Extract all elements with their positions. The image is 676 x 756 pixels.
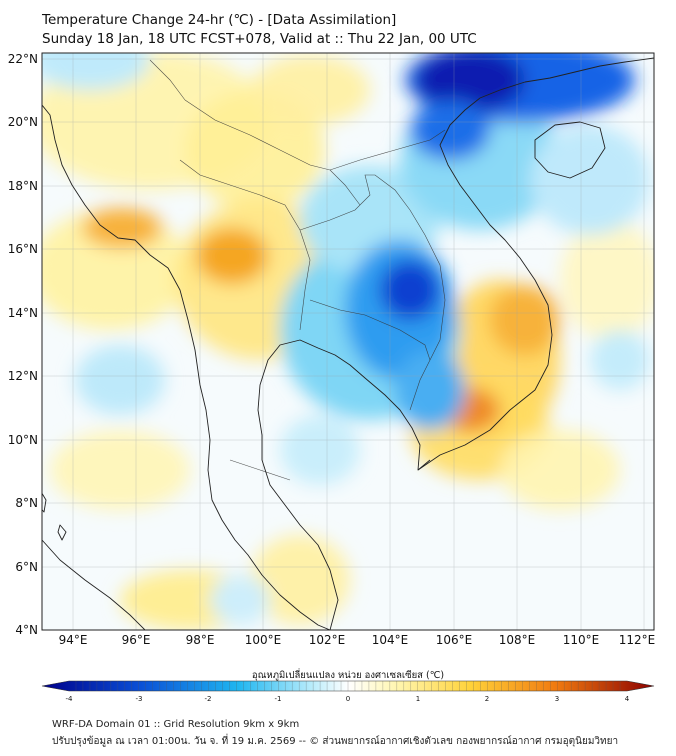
footer-credits: ปรับปรุงข้อมูล ณ เวลา 01:00น. วัน จ. ที่…	[52, 736, 619, 747]
lon-label-110: 110°E	[563, 633, 600, 647]
cb-tick-neg3: -3	[136, 695, 143, 703]
colorbar-divisions	[75, 681, 621, 691]
cb-tick-2: 2	[485, 695, 489, 703]
cb-tick-3: 3	[555, 695, 559, 703]
lat-label-6: 6°N	[15, 560, 38, 574]
lon-label-104: 104°E	[372, 633, 409, 647]
lat-label-4: 4°N	[15, 623, 38, 637]
coastlines	[42, 57, 654, 630]
lat-label-8: 8°N	[15, 496, 38, 510]
lon-label-112: 112°E	[619, 633, 656, 647]
temperature-field	[42, 53, 654, 630]
latitude-labels: 22°N 20°N 18°N 16°N 14°N 12°N 10°N 8°N 6…	[8, 52, 38, 637]
map-frame	[41, 52, 655, 631]
colorbar-label: อุณหภูมิเปลี่ยนแปลง หน่วย องศาเซลเซียส (…	[252, 668, 444, 681]
longitude-labels: 94°E 96°E 98°E 100°E 102°E 104°E 106°E 1…	[59, 633, 656, 647]
cb-tick-0: 0	[346, 695, 350, 703]
country-borders	[149, 59, 446, 481]
lon-label-98: 98°E	[186, 633, 215, 647]
graticule	[42, 53, 654, 630]
lon-label-96: 96°E	[122, 633, 151, 647]
cb-tick-neg4: -4	[66, 695, 74, 703]
footer-model-info: WRF-DA Domain 01 :: Grid Resolution 9km …	[52, 719, 300, 730]
lat-label-12: 12°N	[8, 369, 38, 383]
lat-label-16: 16°N	[8, 242, 38, 256]
cb-tick-4: 4	[625, 695, 630, 703]
lon-label-102: 102°E	[309, 633, 346, 647]
lon-label-100: 100°E	[245, 633, 282, 647]
lat-label-10: 10°N	[8, 433, 38, 447]
cb-tick-1: 1	[416, 695, 420, 703]
cb-tick-neg1: -1	[275, 695, 282, 703]
lon-label-108: 108°E	[499, 633, 536, 647]
lat-label-20: 20°N	[8, 115, 38, 129]
lon-label-94: 94°E	[59, 633, 88, 647]
lon-label-106: 106°E	[436, 633, 473, 647]
colorbar-ticks: -4 -3 -2 -1 0 1 2 3 4	[66, 695, 630, 703]
lat-label-22: 22°N	[8, 52, 38, 66]
chart-subtitle: Sunday 18 Jan, 18 UTC FCST+078, Valid at…	[42, 31, 477, 47]
cb-tick-neg2: -2	[205, 695, 212, 703]
lat-label-18: 18°N	[8, 179, 38, 193]
chart-title: Temperature Change 24-hr (℃) - [Data Ass…	[42, 12, 397, 28]
lat-label-14: 14°N	[8, 306, 38, 320]
